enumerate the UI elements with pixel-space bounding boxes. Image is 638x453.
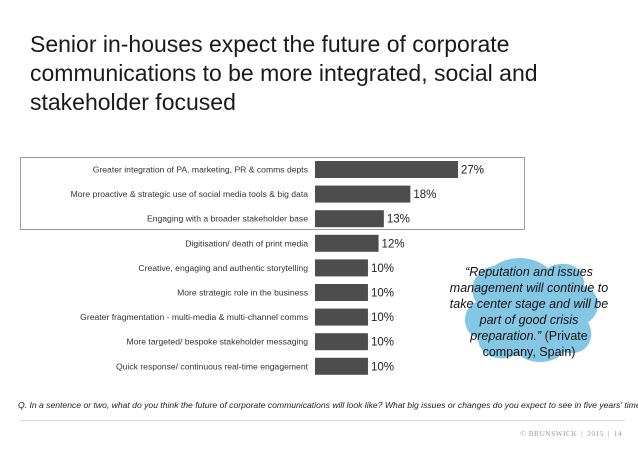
footer-divider (20, 420, 625, 421)
category-label: Creative, engaging and authentic storyte… (138, 263, 308, 273)
title-line-2: communications to be more integrated, so… (30, 60, 538, 86)
category-label: Quick response/ continuous real-time eng… (116, 361, 309, 371)
data-label: 13% (387, 214, 410, 226)
quote-text: “Reputation and issues management will c… (449, 265, 609, 343)
category-label: Greater fragmentation - multi-media & mu… (80, 312, 308, 322)
footer-year: 2015 (587, 429, 604, 438)
category-label: Engaging with a broader stakeholder base (147, 214, 308, 224)
quote-background-blob (465, 257, 599, 362)
bar (315, 185, 411, 203)
bar (315, 234, 379, 252)
data-label: 18% (413, 189, 436, 201)
title-line-3: stakeholder focused (30, 89, 236, 115)
category-label: Greater integration of PA, marketing, PR… (93, 165, 308, 175)
bar (315, 308, 368, 326)
data-label: 12% (382, 238, 405, 250)
title-line-1: Senior in-houses expect the future of co… (30, 31, 510, 57)
data-label: 10% (371, 312, 394, 324)
bar-chart: Greater integration of PA, marketing, PR… (71, 161, 484, 375)
survey-question: Q. In a sentence or two, what do you thi… (18, 400, 638, 410)
data-label: 10% (371, 337, 394, 349)
data-label: 27% (461, 165, 484, 177)
footer-copyright: © BRUNSWICK (520, 429, 578, 438)
quote-block: “Reputation and issues management will c… (446, 264, 612, 360)
page-title: Senior in-houses expect the future of co… (30, 30, 590, 117)
bar (315, 210, 384, 228)
bar (315, 284, 368, 301)
data-label: 10% (371, 263, 394, 275)
category-label: More proactive & strategic use of social… (71, 189, 309, 199)
category-label: Digitisation/ death of print media (185, 238, 308, 248)
top-three-highlight-box (20, 157, 525, 230)
footer: © BRUNSWICK | 2015 | 14 (520, 429, 622, 438)
data-label: 10% (371, 288, 394, 300)
data-label: 10% (371, 361, 394, 373)
bar (315, 259, 368, 277)
category-label: More strategic role in the business (177, 288, 308, 298)
category-label: More targeted/ bespoke stakeholder messa… (126, 337, 308, 347)
footer-page-number: 14 (613, 429, 622, 438)
bar (315, 333, 368, 351)
quote-attribution: (Private company, Spain) (482, 329, 588, 359)
bar (315, 357, 368, 375)
bar (315, 161, 458, 178)
